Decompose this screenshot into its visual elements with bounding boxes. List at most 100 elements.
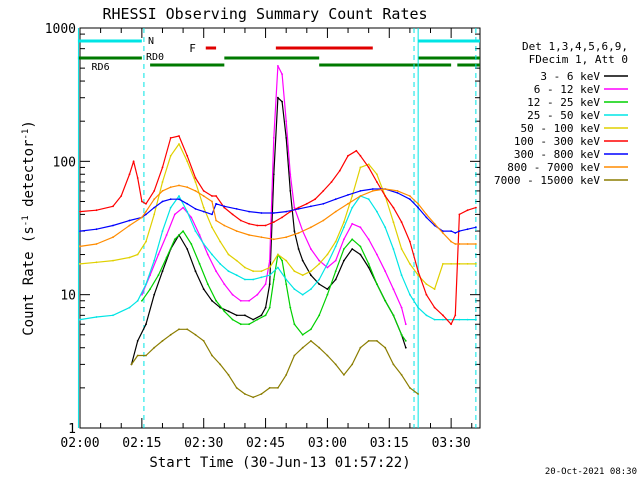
data-point (425, 283, 428, 285)
data-point (145, 283, 147, 285)
data-point (157, 274, 160, 277)
data-point (310, 270, 312, 273)
data-point (347, 194, 349, 196)
data-point (169, 137, 172, 139)
data-point (244, 314, 246, 317)
data-point (322, 219, 325, 222)
data-point (454, 314, 457, 317)
y-axis-label-part: Count Rate (s (21, 226, 37, 336)
data-point (351, 363, 354, 366)
data-point (466, 209, 469, 212)
data-point (359, 253, 362, 256)
data-point (442, 263, 444, 265)
data-point (211, 354, 213, 357)
data-point (260, 393, 263, 395)
data-point (338, 169, 341, 172)
data-point (219, 240, 222, 243)
data-point (351, 195, 354, 197)
data-point (334, 240, 337, 243)
data-point (384, 270, 387, 273)
data-point (392, 248, 395, 250)
data-point (376, 181, 378, 183)
data-point (326, 253, 329, 256)
legend-label: 100 - 300 keV (514, 135, 600, 148)
data-point (194, 177, 197, 179)
data-point (112, 259, 114, 262)
data-point (79, 230, 81, 233)
data-point (264, 314, 267, 317)
data-point (334, 245, 337, 248)
data-point (326, 266, 329, 269)
data-point (396, 190, 399, 192)
data-point (293, 206, 296, 209)
legend-label: 800 - 7000 keV (507, 161, 600, 174)
data-point (272, 137, 275, 139)
y-axis-label-part: detector (21, 140, 37, 216)
data-point (178, 135, 180, 137)
data-point (285, 210, 288, 213)
data-point (223, 206, 226, 209)
data-point (400, 221, 403, 224)
data-point (223, 205, 226, 208)
data-point (248, 210, 251, 213)
data-point (161, 270, 164, 273)
data-point (458, 263, 461, 265)
data-point (145, 213, 147, 216)
data-point (235, 387, 238, 389)
data-point (417, 202, 419, 205)
data-point (400, 306, 403, 309)
data-point (326, 288, 329, 290)
data-point (466, 228, 469, 231)
data-point (145, 354, 147, 357)
data-point (231, 293, 234, 296)
data-point (310, 205, 312, 208)
data-point (153, 206, 156, 209)
data-point (95, 209, 98, 212)
data-point (223, 283, 226, 285)
data-point (376, 340, 378, 342)
data-point (264, 224, 267, 227)
data-point (227, 374, 230, 376)
data-point (260, 212, 263, 214)
data-point (409, 263, 411, 265)
data-point (334, 198, 337, 201)
data-point (392, 206, 395, 209)
series-line-1 (141, 65, 407, 325)
data-point (384, 346, 387, 349)
data-point (466, 263, 469, 265)
data-point (392, 288, 395, 290)
data-point (384, 188, 387, 190)
legend-label: 12 - 25 keV (527, 96, 600, 109)
data-point (433, 306, 436, 309)
data-point (475, 243, 477, 245)
data-point (454, 232, 457, 234)
data-point (285, 120, 288, 123)
data-point (322, 202, 325, 205)
data-point (211, 226, 213, 229)
data-point (79, 318, 81, 321)
data-point (239, 219, 242, 222)
data-point (293, 230, 296, 233)
data-point (211, 200, 213, 203)
data-point (153, 213, 156, 216)
data-point (450, 230, 452, 233)
data-point (132, 160, 135, 163)
data-point (318, 263, 321, 265)
data-point (376, 210, 378, 213)
data-point (425, 293, 428, 296)
data-point (384, 226, 387, 229)
data-point (198, 234, 201, 236)
data-point (268, 274, 271, 277)
data-point (173, 238, 176, 241)
data-point (289, 173, 292, 176)
data-point (310, 340, 312, 342)
data-point (326, 263, 329, 265)
data-point (433, 318, 436, 321)
x-tick-label: 02:00 (60, 436, 99, 451)
data-point (178, 195, 180, 197)
legend-label: 6 - 12 keV (534, 83, 601, 96)
data-point (235, 314, 238, 317)
data-point (206, 253, 209, 256)
data-point (206, 283, 209, 285)
data-point (334, 363, 337, 366)
